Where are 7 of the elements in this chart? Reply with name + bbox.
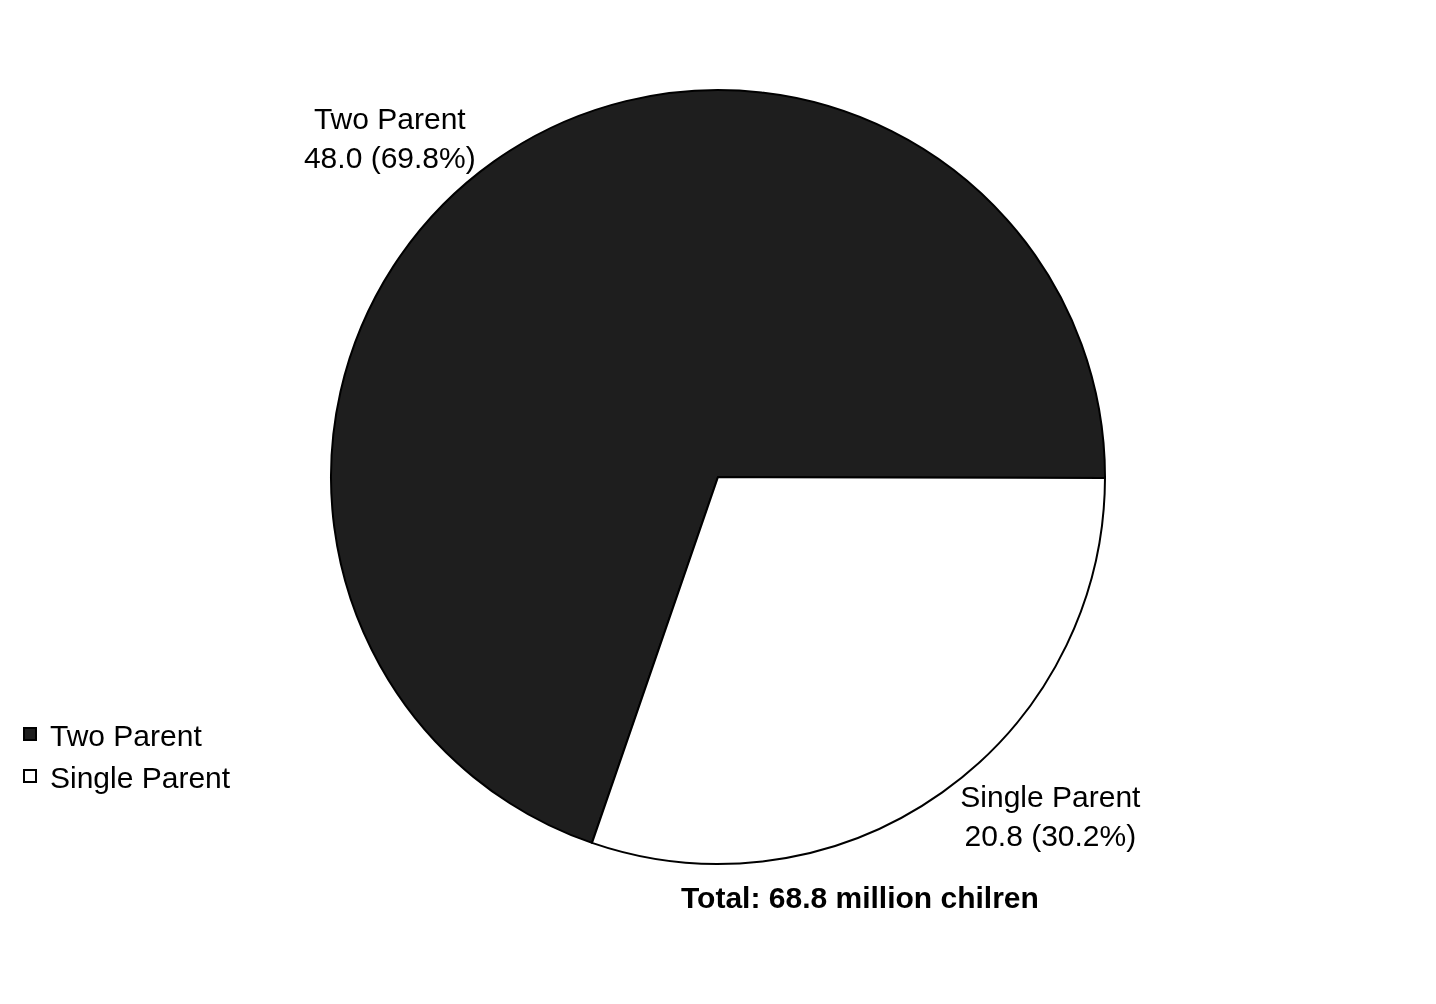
slice-label: Single Parent xyxy=(960,780,1142,814)
data-label: 20.8 (30.2%) xyxy=(964,819,1137,853)
text: Total: 68.8 million chilren xyxy=(681,881,1039,914)
data-label: 48.0 (69.8%) xyxy=(303,140,476,174)
slice-label: Two Parent xyxy=(313,101,467,135)
legend-label: Single Parent xyxy=(50,760,231,794)
legend-label: Two Parent xyxy=(50,718,203,752)
